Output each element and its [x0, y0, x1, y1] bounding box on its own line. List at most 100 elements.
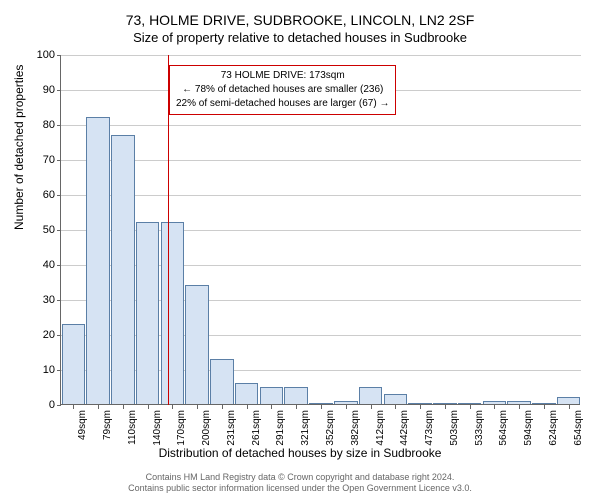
- bar: [62, 324, 86, 405]
- ytick-label: 50: [25, 224, 55, 236]
- xtick-label: 321sqm: [300, 410, 311, 446]
- xtick-mark: [470, 405, 471, 409]
- bar: [111, 135, 135, 405]
- xtick-mark: [123, 405, 124, 409]
- bar: [483, 401, 507, 405]
- footer: Contains HM Land Registry data © Crown c…: [0, 472, 600, 495]
- ytick-label: 40: [25, 259, 55, 271]
- ytick-mark: [57, 300, 61, 301]
- chart-subtitle: Size of property relative to detached ho…: [10, 30, 590, 45]
- bar: [235, 383, 259, 404]
- bar: [309, 403, 333, 404]
- xtick-mark: [222, 405, 223, 409]
- callout-line-3: 22% of semi-detached houses are larger (…: [176, 97, 389, 111]
- xtick-mark: [346, 405, 347, 409]
- bar: [86, 117, 110, 404]
- xtick-label: 200sqm: [201, 410, 212, 446]
- xtick-label: 473sqm: [424, 410, 435, 446]
- bar: [161, 222, 185, 404]
- bar: [185, 285, 209, 404]
- ytick-mark: [57, 230, 61, 231]
- gridline: [61, 55, 581, 56]
- xtick-mark: [420, 405, 421, 409]
- xtick-mark: [271, 405, 272, 409]
- xtick-mark: [247, 405, 248, 409]
- xtick-mark: [371, 405, 372, 409]
- xtick-mark: [569, 405, 570, 409]
- xtick-mark: [395, 405, 396, 409]
- bar: [408, 403, 432, 404]
- xtick-mark: [519, 405, 520, 409]
- xtick-mark: [172, 405, 173, 409]
- xtick-label: 231sqm: [226, 410, 237, 446]
- footer-line-2: Contains public sector information licen…: [0, 483, 600, 495]
- ytick-mark: [57, 55, 61, 56]
- xtick-mark: [494, 405, 495, 409]
- gridline: [61, 125, 581, 126]
- xtick-label: 654sqm: [573, 410, 584, 446]
- x-axis-label: Distribution of detached houses by size …: [0, 446, 600, 460]
- ytick-label: 30: [25, 294, 55, 306]
- xtick-label: 503sqm: [449, 410, 460, 446]
- ytick-label: 20: [25, 329, 55, 341]
- bar: [384, 394, 408, 405]
- ytick-mark: [57, 125, 61, 126]
- ytick-mark: [57, 160, 61, 161]
- xtick-mark: [296, 405, 297, 409]
- ytick-mark: [57, 265, 61, 266]
- xtick-mark: [544, 405, 545, 409]
- ytick-label: 80: [25, 119, 55, 131]
- plot-area: 010203040506070809010049sqm79sqm110sqm14…: [60, 55, 580, 405]
- xtick-label: 412sqm: [375, 410, 386, 446]
- y-axis-label: Number of detached properties: [12, 65, 26, 230]
- bar: [210, 359, 234, 405]
- bar: [458, 403, 482, 404]
- bar: [433, 403, 457, 404]
- callout-box: 73 HOLME DRIVE: 173sqm← 78% of detached …: [169, 65, 396, 115]
- ytick-mark: [57, 195, 61, 196]
- xtick-label: 564sqm: [498, 410, 509, 446]
- bar: [136, 222, 160, 404]
- xtick-label: 110sqm: [127, 410, 138, 445]
- gridline: [61, 195, 581, 196]
- gridline: [61, 160, 581, 161]
- xtick-label: 291sqm: [275, 410, 286, 446]
- ytick-mark: [57, 90, 61, 91]
- bar: [334, 401, 358, 405]
- xtick-mark: [445, 405, 446, 409]
- xtick-label: 533sqm: [474, 410, 485, 446]
- ytick-label: 60: [25, 189, 55, 201]
- ytick-mark: [57, 335, 61, 336]
- ytick-label: 70: [25, 154, 55, 166]
- xtick-mark: [321, 405, 322, 409]
- chart-title: 73, HOLME DRIVE, SUDBROOKE, LINCOLN, LN2…: [10, 12, 590, 28]
- xtick-mark: [197, 405, 198, 409]
- bar: [557, 397, 581, 404]
- xtick-mark: [73, 405, 74, 409]
- xtick-label: 624sqm: [548, 410, 559, 446]
- xtick-label: 594sqm: [523, 410, 534, 446]
- ytick-label: 90: [25, 84, 55, 96]
- ytick-mark: [57, 370, 61, 371]
- xtick-mark: [98, 405, 99, 409]
- xtick-label: 79sqm: [102, 410, 113, 440]
- footer-line-1: Contains HM Land Registry data © Crown c…: [0, 472, 600, 484]
- xtick-label: 49sqm: [77, 410, 88, 440]
- bar: [260, 387, 284, 405]
- chart-container: 73, HOLME DRIVE, SUDBROOKE, LINCOLN, LN2…: [0, 0, 600, 500]
- ytick-label: 100: [25, 49, 55, 61]
- xtick-label: 382sqm: [350, 410, 361, 446]
- bar: [507, 401, 531, 405]
- callout-line-2: ← 78% of detached houses are smaller (23…: [176, 83, 389, 97]
- ytick-label: 0: [25, 399, 55, 411]
- bar: [284, 387, 308, 405]
- chart-area: 010203040506070809010049sqm79sqm110sqm14…: [60, 55, 580, 405]
- ytick-label: 10: [25, 364, 55, 376]
- callout-line-1: 73 HOLME DRIVE: 173sqm: [176, 69, 389, 83]
- ytick-mark: [57, 405, 61, 406]
- xtick-label: 352sqm: [325, 410, 336, 446]
- bar: [359, 387, 383, 405]
- xtick-label: 442sqm: [399, 410, 410, 446]
- xtick-label: 261sqm: [251, 410, 262, 446]
- xtick-mark: [148, 405, 149, 409]
